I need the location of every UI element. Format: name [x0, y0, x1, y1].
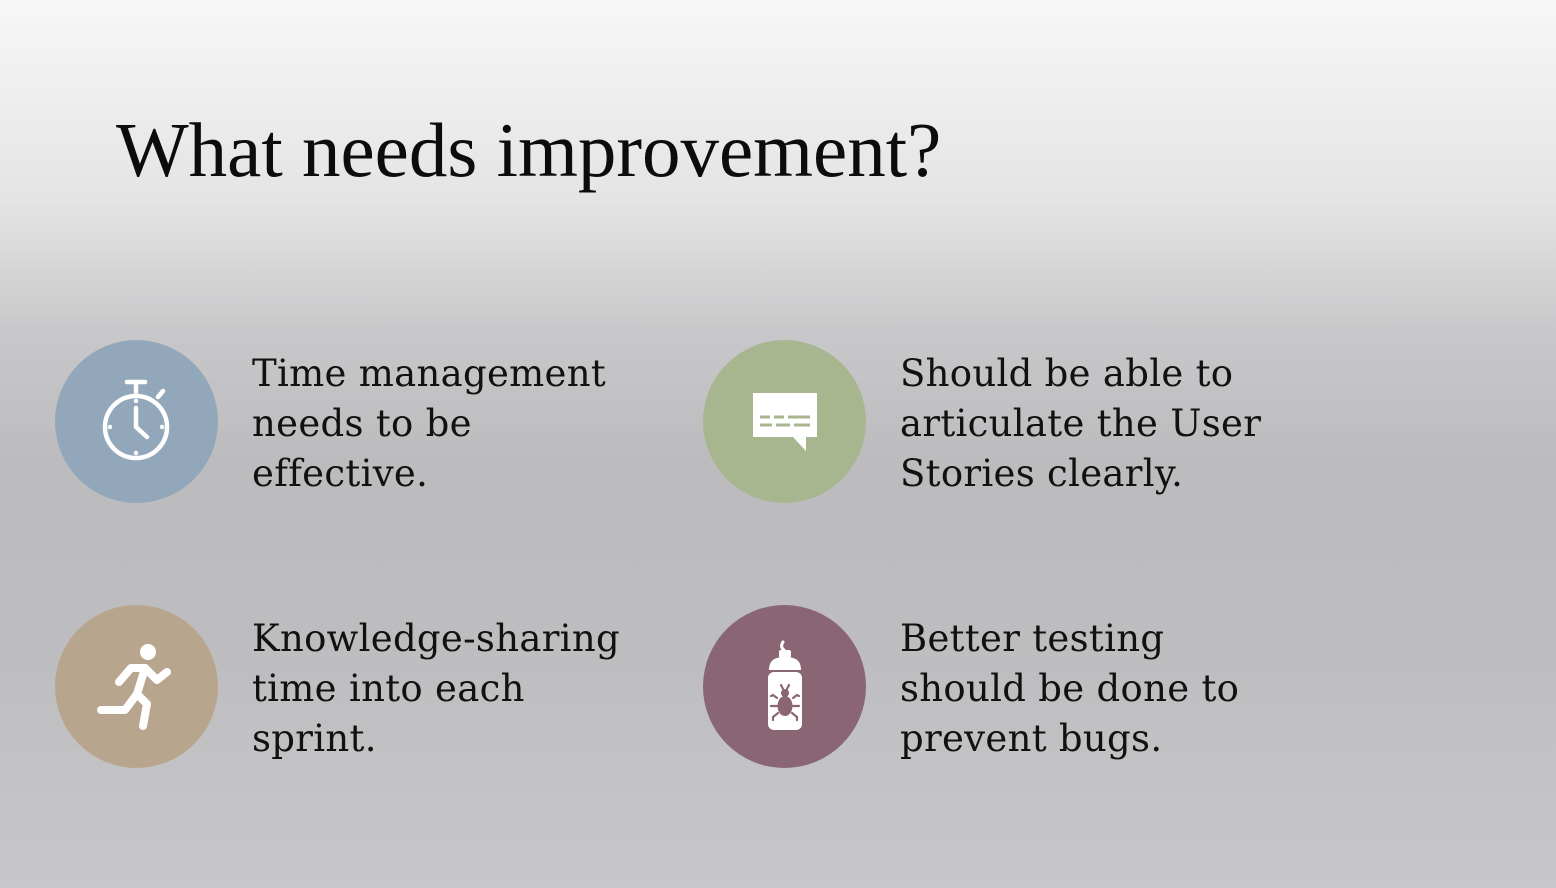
stopwatch-icon [102, 379, 169, 460]
improvement-item-text: Knowledge-sharing time into each sprint. [252, 617, 620, 760]
item-icon-circle [703, 340, 866, 503]
item-icon-circle [55, 605, 218, 768]
improvement-item-text: Time management needs to be effective. [252, 352, 607, 495]
improvement-item-text: Should be able to articulate the User St… [900, 352, 1262, 495]
improvement-item-text: Better testing should be done to prevent… [900, 617, 1240, 760]
bug-spray-icon [767, 640, 802, 730]
running-person-icon [96, 643, 171, 730]
slide-title: What needs improvement? [116, 107, 942, 193]
chat-bubble-icon [752, 392, 817, 451]
item-icon-circle [55, 340, 218, 503]
item-icon-circle [703, 605, 866, 768]
